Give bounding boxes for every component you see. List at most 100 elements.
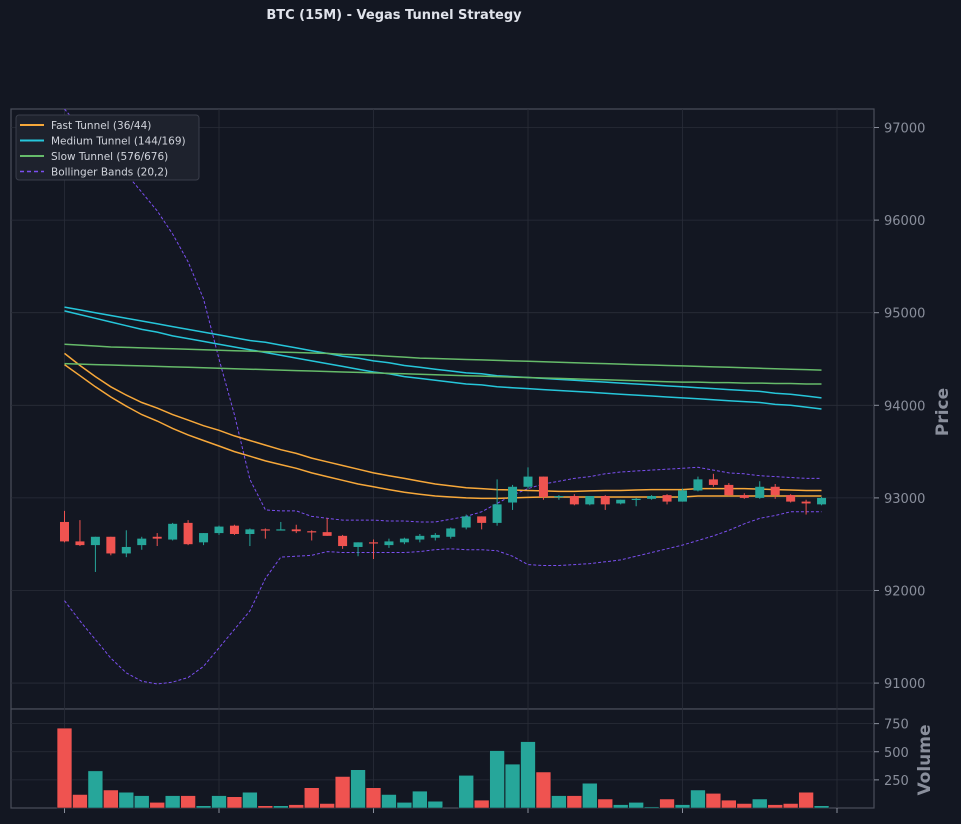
candle-body (106, 536, 116, 554)
volume-bar (566, 795, 583, 809)
volume-bar (798, 792, 814, 809)
price-tick-label: 94000 (884, 399, 925, 414)
candle-body (199, 533, 209, 543)
legend-box (15, 114, 200, 181)
price-axis-label: Price (933, 388, 953, 436)
volume-bars (56, 727, 830, 809)
candle-body (585, 496, 595, 505)
candle-body (755, 486, 765, 498)
candle-body (801, 501, 811, 504)
volume-bar (180, 795, 196, 809)
price-tick-label: 95000 (884, 307, 925, 322)
candle-body (569, 496, 579, 505)
price-panel (10, 108, 875, 710)
volume-bar (164, 795, 181, 809)
volume-bar (381, 794, 397, 809)
candle-body (307, 531, 317, 533)
volume-bar (721, 799, 737, 809)
candle-body (214, 526, 224, 534)
volume-bar (211, 795, 227, 809)
candle-body (739, 495, 749, 498)
candle-body (508, 486, 518, 503)
candle-body (152, 536, 162, 539)
volume-bar (597, 798, 613, 809)
volume-bar (752, 798, 768, 809)
volume-bar (613, 804, 629, 809)
tunnels (64, 306, 822, 500)
volume-bar (551, 795, 567, 809)
legend-label: Fast Tunnel (36/44) (51, 120, 151, 132)
price-tick-label: 96000 (884, 214, 925, 229)
tunnel-line (64, 363, 822, 500)
volume-tick-label: 500 (884, 746, 909, 761)
volume-bar (56, 727, 73, 809)
candle-body (353, 542, 363, 547)
candle-body (291, 529, 301, 532)
legend: Fast Tunnel (36/44) Medium Tunnel (144/16… (15, 114, 200, 181)
volume-bar (473, 799, 490, 809)
candle-body (523, 476, 533, 487)
candle-body (183, 522, 193, 545)
candle-body (430, 534, 440, 538)
legend-label: Medium Tunnel (144/169) (51, 136, 186, 148)
volume-tick-label: 750 (884, 718, 909, 733)
candle-body (399, 538, 409, 543)
candle-body (647, 496, 657, 499)
candle-body (678, 490, 687, 502)
volume-bar (813, 805, 830, 809)
candle-body (60, 521, 69, 542)
candle-body (75, 541, 85, 546)
candle-body (415, 535, 425, 540)
candle-body (461, 516, 471, 528)
tunnel-line (64, 310, 822, 410)
volume-bar (705, 793, 722, 809)
candle-body (554, 496, 564, 498)
volume-bar (736, 803, 752, 809)
volume-bar (659, 798, 675, 809)
volume-bar (149, 802, 165, 809)
volume-bar (334, 776, 351, 809)
bollinger-band-line (64, 109, 822, 523)
chart-title: BTC (15M) - Vegas Tunnel Strategy (266, 8, 522, 23)
volume-bar (582, 783, 598, 809)
candle-body (708, 479, 718, 485)
volume-bar (365, 787, 382, 809)
candle-body (786, 495, 796, 502)
candle-body (322, 532, 332, 536)
candle-body (338, 535, 348, 547)
bollinger-band-line (64, 511, 822, 685)
price-tick-label: 92000 (884, 584, 925, 599)
volume-bar (782, 803, 799, 809)
candle-body (276, 529, 286, 531)
candle-body (538, 476, 548, 497)
volume-bar (767, 804, 783, 809)
volume-bar (304, 787, 320, 809)
candle-body (631, 498, 641, 501)
candle-body (477, 516, 487, 523)
volume-tick-label: 250 (884, 774, 909, 789)
candle-body (260, 529, 270, 531)
volume-bar (628, 802, 644, 809)
legend-label: Bollinger Bands (20,2) (51, 167, 168, 179)
volume-bar (520, 741, 536, 809)
candle-body (616, 499, 626, 504)
candle-body (245, 529, 255, 534)
tunnel-line (64, 306, 822, 399)
candle-body (168, 523, 178, 540)
candle-body (137, 538, 147, 546)
candle-body (90, 536, 100, 546)
candle-body (600, 496, 610, 505)
volume-bar (489, 750, 505, 809)
price-tick-label: 93000 (884, 492, 925, 507)
candle-body (229, 525, 239, 534)
volume-bar (134, 795, 150, 809)
volume-bar (412, 790, 428, 809)
price-tick-label: 91000 (884, 677, 925, 692)
volume-bar (195, 805, 212, 809)
volume-bar (427, 801, 443, 809)
candle-body (724, 484, 734, 496)
volume-bar (643, 806, 660, 809)
candle-body (384, 541, 394, 546)
volume-bar (257, 805, 274, 809)
